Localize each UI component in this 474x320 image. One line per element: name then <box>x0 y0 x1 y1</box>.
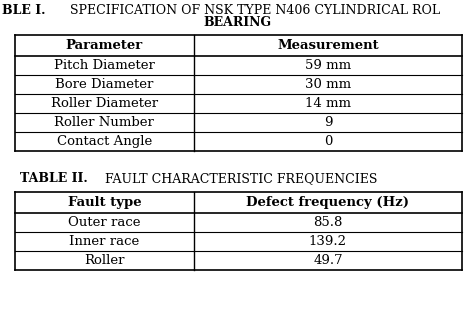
Text: Contact Angle: Contact Angle <box>57 135 152 148</box>
Text: Pitch Diameter: Pitch Diameter <box>54 59 155 72</box>
Text: Outer race: Outer race <box>68 216 141 229</box>
Text: BLE I.: BLE I. <box>2 4 46 18</box>
Text: Measurement: Measurement <box>277 39 379 52</box>
Text: Bore Diameter: Bore Diameter <box>55 78 154 91</box>
Text: 30 mm: 30 mm <box>305 78 351 91</box>
Text: Inner race: Inner race <box>69 235 139 248</box>
Text: Roller: Roller <box>84 254 125 267</box>
Text: BEARING: BEARING <box>203 17 271 29</box>
Text: FAULT CHARACTERISTIC FREQUENCIES: FAULT CHARACTERISTIC FREQUENCIES <box>105 172 377 186</box>
Text: Fault type: Fault type <box>68 196 141 209</box>
Text: TABLE II.: TABLE II. <box>20 172 88 186</box>
Text: 14 mm: 14 mm <box>305 97 351 110</box>
Text: Roller Number: Roller Number <box>55 116 155 129</box>
Text: SPECIFICATION OF NSK TYPE N406 CYLINDRICAL ROL: SPECIFICATION OF NSK TYPE N406 CYLINDRIC… <box>70 4 440 18</box>
Text: Defect frequency (Hz): Defect frequency (Hz) <box>246 196 410 209</box>
Text: 49.7: 49.7 <box>313 254 343 267</box>
Text: 0: 0 <box>324 135 332 148</box>
Text: 85.8: 85.8 <box>313 216 343 229</box>
Text: 9: 9 <box>324 116 332 129</box>
Text: Parameter: Parameter <box>66 39 143 52</box>
Text: 139.2: 139.2 <box>309 235 347 248</box>
Text: 59 mm: 59 mm <box>305 59 351 72</box>
Text: Roller Diameter: Roller Diameter <box>51 97 158 110</box>
